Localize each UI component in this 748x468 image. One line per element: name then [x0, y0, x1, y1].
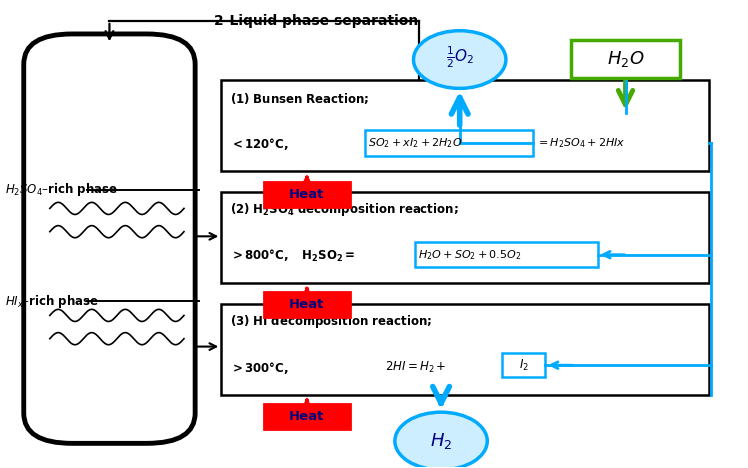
Text: $HI_x$–rich phase: $HI_x$–rich phase [5, 293, 99, 310]
Text: $H_2SO_4$–rich phase: $H_2SO_4$–rich phase [5, 181, 118, 198]
Text: Heat: Heat [289, 188, 325, 201]
Text: $2HI = H_2 +$: $2HI = H_2 +$ [385, 360, 447, 375]
Text: $\bf{(3)\ HI\ decomposition\ reaction;}$: $\bf{(3)\ HI\ decomposition\ reaction;}$ [230, 313, 432, 330]
Text: $= H_2SO_4+2HIx$: $= H_2SO_4+2HIx$ [536, 136, 625, 150]
Text: $\bf{(2)\ H_2SO_4\ decomposition\ reaction;}$: $\bf{(2)\ H_2SO_4\ decomposition\ reacti… [230, 201, 459, 218]
Text: $H_2O$: $H_2O$ [607, 49, 644, 69]
Text: 2-Liquid phase separation: 2-Liquid phase separation [214, 15, 418, 29]
Bar [264, 292, 350, 317]
Bar [221, 304, 709, 395]
Text: $SO_2+xI_2+2H_2O$: $SO_2+xI_2+2H_2O$ [368, 136, 462, 150]
Text: $\frac{1}{2}O_2$: $\frac{1}{2}O_2$ [446, 44, 474, 70]
Text: $\bf{> 800°C,\ \ \ H_2SO_2=}$: $\bf{> 800°C,\ \ \ H_2SO_2=}$ [230, 248, 355, 264]
Bar [571, 40, 679, 78]
Text: $H_2$: $H_2$ [430, 431, 453, 451]
Bar [415, 242, 598, 268]
Bar [365, 130, 533, 156]
Bar [264, 404, 350, 429]
Bar [502, 353, 545, 377]
Text: $I_2$: $I_2$ [519, 358, 529, 373]
Text: $\bf{> 300°C,}$: $\bf{> 300°C,}$ [230, 359, 289, 375]
Circle shape [395, 412, 487, 468]
Circle shape [414, 31, 506, 88]
FancyBboxPatch shape [24, 34, 195, 443]
Bar [221, 80, 709, 171]
Text: Heat: Heat [289, 298, 325, 311]
Text: $\bf{(1)\ Bunsen\ Reaction;}$: $\bf{(1)\ Bunsen\ Reaction;}$ [230, 91, 370, 106]
Text: $\bf{< 120°C,}$: $\bf{< 120°C,}$ [230, 136, 289, 152]
Bar [221, 192, 709, 283]
Bar [264, 182, 350, 207]
Text: $H_2O + SO_2 + 0.5O_2$: $H_2O + SO_2 + 0.5O_2$ [418, 248, 521, 262]
Text: Heat: Heat [289, 410, 325, 423]
